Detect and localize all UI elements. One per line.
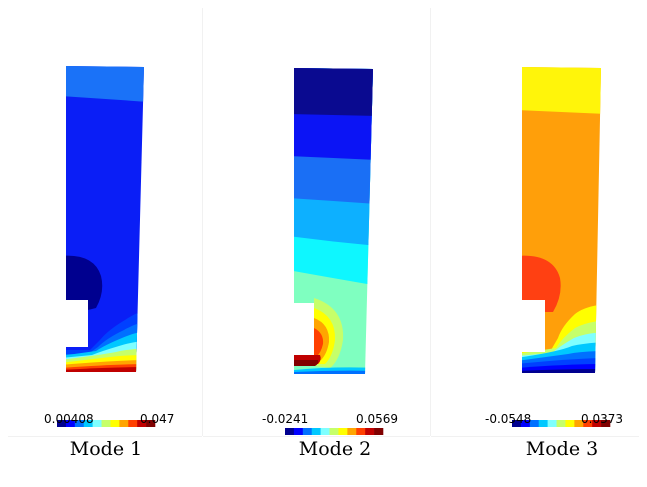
- colorbar-segment: [365, 428, 375, 435]
- colorbar-segment: [92, 420, 102, 427]
- mode-1-contour-plot: [57, 66, 156, 427]
- panel-baseline: [8, 436, 202, 437]
- colorbar-segment: [520, 420, 531, 427]
- colorbar-segment: [592, 420, 602, 427]
- mode-3-colorbar-max-label: 0.0373: [581, 412, 623, 426]
- colorbar-segment: [83, 420, 93, 427]
- colorbar-segment: [538, 420, 548, 427]
- colorbar-segment: [57, 420, 67, 427]
- mode-1-label: Mode 1: [69, 438, 143, 460]
- colorbar-segment: [547, 420, 557, 427]
- mode-1-corner-blob: [66, 255, 103, 310]
- mode-3-top-band: [522, 67, 601, 114]
- mode-2-panel: -0.0241 0.0569: [0, 8, 398, 436]
- mode-3-colorbar-min-label: -0.0548: [485, 412, 532, 426]
- mode-2-label: Mode 2: [298, 438, 372, 460]
- panel-baseline: [203, 436, 430, 437]
- panel-baseline: [431, 436, 639, 437]
- colorbar-segment: [565, 420, 575, 427]
- mode-1-colorbar-min-label: 0.00408: [44, 412, 94, 426]
- colorbar-segment: [583, 420, 593, 427]
- colorbar-segment: [110, 420, 120, 427]
- colorbar-segment: [65, 420, 76, 427]
- colorbar-segment: [311, 428, 321, 435]
- colorbar-segment: [374, 428, 384, 435]
- colorbar-segment: [529, 420, 540, 427]
- panel-divider: [430, 8, 431, 436]
- mode-1-colorbar: [57, 420, 156, 427]
- colorbar-segment: [512, 420, 522, 427]
- mode-1-panel: 0.00408 0.047: [0, 8, 196, 436]
- colorbar-segment: [320, 428, 330, 435]
- colorbar-segment: [146, 420, 156, 427]
- colorbar-segment: [347, 428, 357, 435]
- mode-3-contour-plot: [512, 67, 611, 427]
- mode-3-label: Mode 3: [525, 438, 599, 460]
- colorbar-segment: [137, 420, 147, 427]
- colorbar-segment: [574, 420, 584, 427]
- mode-3-panel: -0.0548 0.0373: [0, 8, 623, 436]
- mode-2-band-1: [294, 68, 373, 116]
- colorbar-segment: [285, 428, 295, 435]
- mode-2-colorbar: [285, 428, 384, 435]
- panel-divider: [202, 8, 203, 436]
- mode-2-contour-plot: [285, 68, 384, 435]
- mode-2-colorbar-max-label: 0.0569: [356, 412, 398, 426]
- colorbar-segment: [329, 428, 339, 435]
- colorbar-segment: [338, 428, 348, 435]
- colorbar-segment: [356, 428, 366, 435]
- colorbar-segment: [293, 428, 304, 435]
- mode-2-colorbar-min-label: -0.0241: [262, 412, 309, 426]
- colorbar-segment: [74, 420, 85, 427]
- mode-3-colorbar: [512, 420, 611, 427]
- mode-1-top-band: [66, 66, 144, 102]
- colorbar-segment: [601, 420, 611, 427]
- colorbar-segment: [128, 420, 138, 427]
- colorbar-segment: [302, 428, 313, 435]
- mode-3-corner-blob: [522, 255, 561, 312]
- colorbar-segment: [556, 420, 566, 427]
- colorbar-segment: [119, 420, 129, 427]
- mode-1-colorbar-max-label: 0.047: [140, 412, 175, 426]
- colorbar-segment: [101, 420, 111, 427]
